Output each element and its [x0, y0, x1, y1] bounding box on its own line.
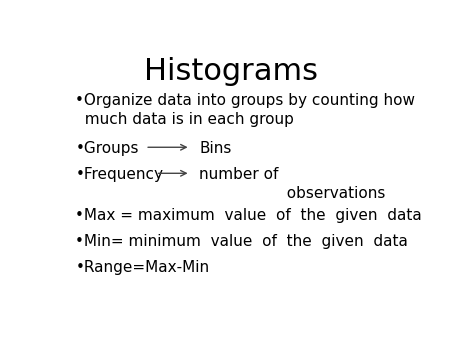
Text: •Range=Max-Min: •Range=Max-Min — [76, 261, 210, 275]
Text: Histograms: Histograms — [144, 57, 318, 87]
Text: •Max = maximum  value  of  the  given  data: •Max = maximum value of the given data — [76, 209, 422, 223]
Text: •Groups: •Groups — [76, 141, 139, 156]
Text: number of
                  observations: number of observations — [199, 167, 386, 201]
Text: •Min= minimum  value  of  the  given  data: •Min= minimum value of the given data — [76, 235, 408, 249]
Text: •Frequency: •Frequency — [76, 167, 163, 182]
Text: •Organize data into groups by counting how
  much data is in each group: •Organize data into groups by counting h… — [76, 93, 415, 127]
Text: Bins: Bins — [199, 141, 232, 156]
